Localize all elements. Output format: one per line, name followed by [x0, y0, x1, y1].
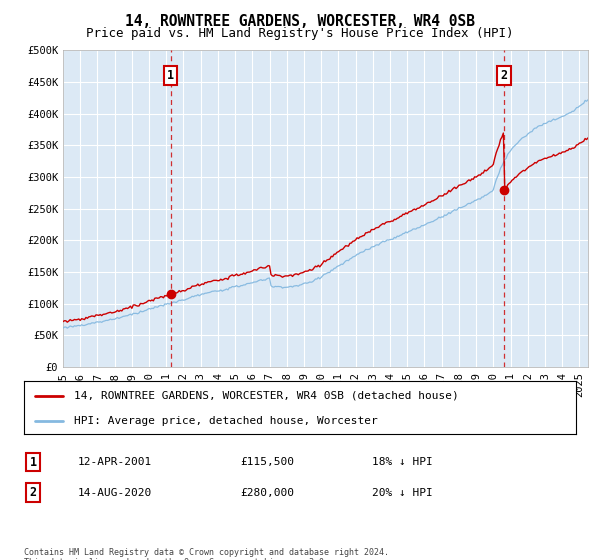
Text: 18% ↓ HPI: 18% ↓ HPI	[372, 457, 433, 467]
Text: Contains HM Land Registry data © Crown copyright and database right 2024.
This d: Contains HM Land Registry data © Crown c…	[24, 548, 389, 560]
Text: 14-AUG-2020: 14-AUG-2020	[78, 488, 152, 498]
Text: 2: 2	[500, 69, 508, 82]
Text: 2: 2	[29, 486, 37, 500]
Text: Price paid vs. HM Land Registry's House Price Index (HPI): Price paid vs. HM Land Registry's House …	[86, 27, 514, 40]
Text: HPI: Average price, detached house, Worcester: HPI: Average price, detached house, Worc…	[74, 416, 377, 426]
Text: 20% ↓ HPI: 20% ↓ HPI	[372, 488, 433, 498]
Text: 1: 1	[167, 69, 175, 82]
Text: 14, ROWNTREE GARDENS, WORCESTER, WR4 0SB: 14, ROWNTREE GARDENS, WORCESTER, WR4 0SB	[125, 14, 475, 29]
Text: £280,000: £280,000	[240, 488, 294, 498]
Text: 12-APR-2001: 12-APR-2001	[78, 457, 152, 467]
Text: £115,500: £115,500	[240, 457, 294, 467]
Text: 1: 1	[29, 455, 37, 469]
Text: 14, ROWNTREE GARDENS, WORCESTER, WR4 0SB (detached house): 14, ROWNTREE GARDENS, WORCESTER, WR4 0SB…	[74, 391, 458, 401]
